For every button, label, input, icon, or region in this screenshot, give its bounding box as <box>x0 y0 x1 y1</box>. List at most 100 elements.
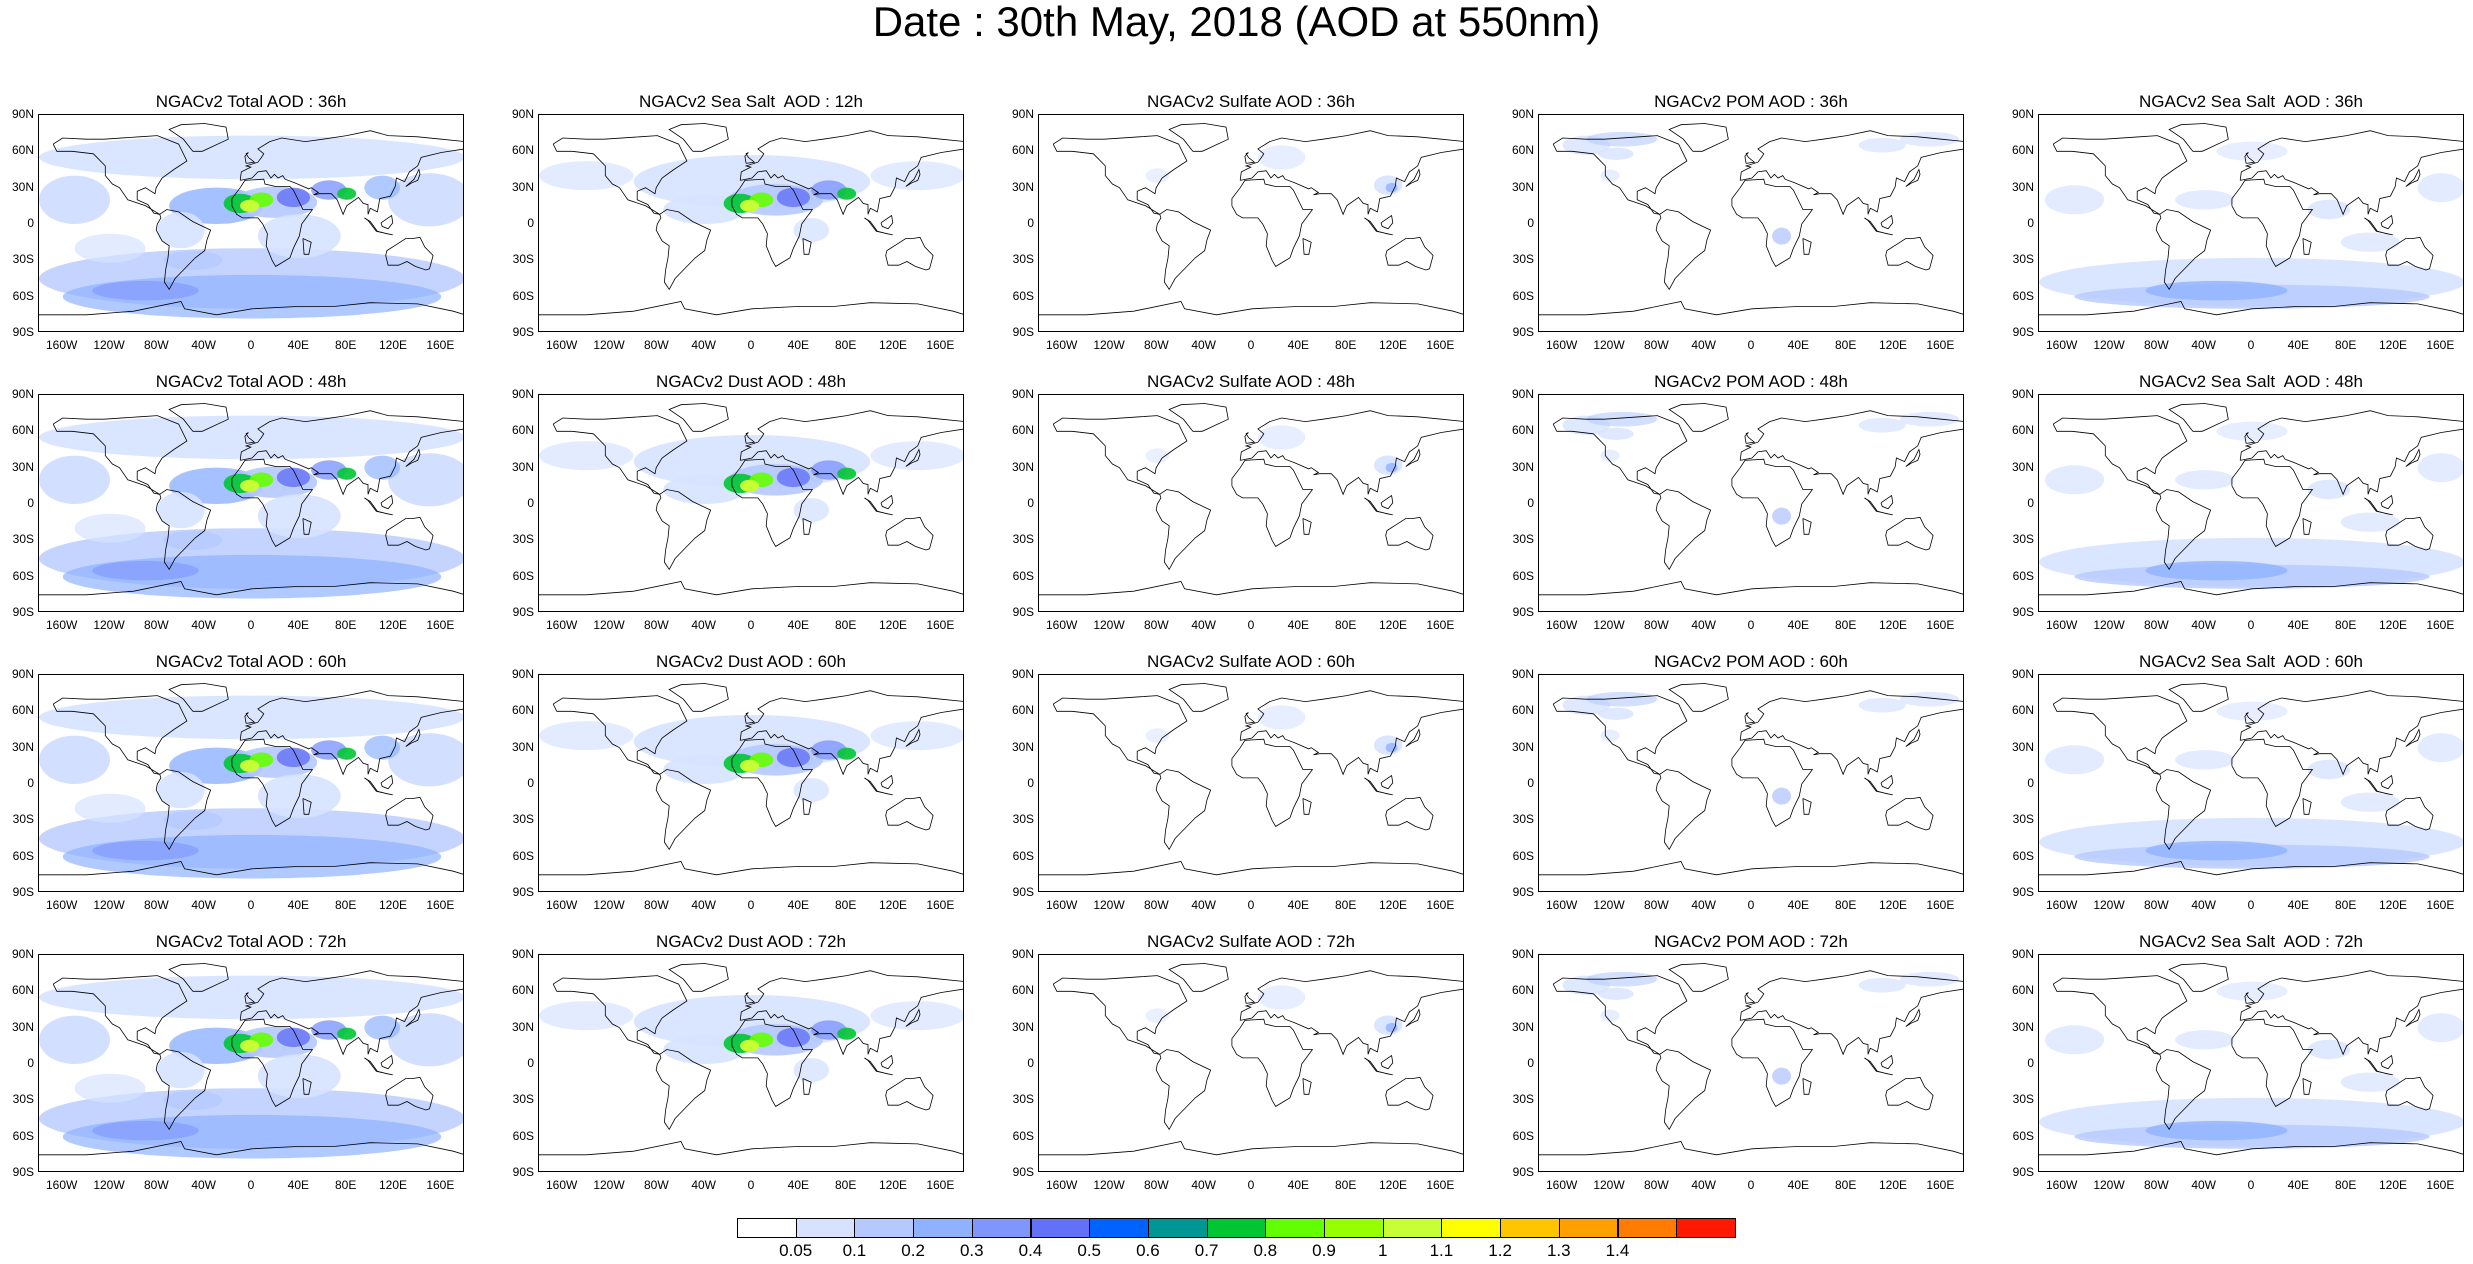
aod-plume <box>1600 169 1620 182</box>
world-map <box>538 394 964 612</box>
lat-tick-label: 60S <box>1012 568 1034 583</box>
coastline <box>1731 738 1814 827</box>
colorbar-swatch <box>1265 1218 1325 1238</box>
lat-tick-label: 90S <box>2012 885 2034 899</box>
aod-field <box>39 963 463 1159</box>
lon-tick-label: 120W <box>2093 1178 2125 1192</box>
coastline <box>39 861 463 876</box>
coastline <box>668 683 729 712</box>
aod-plume <box>337 1027 357 1040</box>
lat-tick-label: 60S <box>512 288 534 303</box>
coastline <box>552 975 688 1055</box>
aod-plume <box>364 735 401 760</box>
lat-tick-label: 30N <box>511 179 534 194</box>
coastline <box>2364 497 2393 516</box>
coastline <box>1731 178 1814 267</box>
colorbar-swatch <box>1089 1218 1149 1238</box>
aod-plume <box>2307 199 2351 220</box>
coastline <box>2168 403 2229 432</box>
coastline <box>2039 301 2463 316</box>
lon-tick-label: 0 <box>1247 618 1255 632</box>
lon-tick-label: 160E <box>2426 618 2455 632</box>
aod-plume <box>2175 470 2235 490</box>
coastline <box>655 769 712 851</box>
coastline <box>1052 975 1188 1055</box>
lon-tick-label: 120W <box>1593 618 1625 632</box>
lon-tick-label: 80E <box>1834 1178 1857 1192</box>
lat-tick-label: 90N <box>1011 107 1034 121</box>
aod-plume <box>240 199 260 212</box>
coastline <box>802 798 812 815</box>
aod-plume <box>1586 411 1658 427</box>
coastline <box>385 516 434 551</box>
coastline <box>1539 1141 1963 1156</box>
coastline <box>1168 963 1229 992</box>
coastline <box>1668 123 1729 152</box>
aod-field <box>539 123 963 316</box>
lon-tick-label: 40W <box>691 338 716 352</box>
aod-plume <box>2307 1039 2351 1060</box>
aod-plume <box>2307 479 2351 500</box>
lon-tick-label: 80W <box>643 618 669 632</box>
aod-plume <box>740 1039 760 1052</box>
lon-tick-label: 160W <box>1545 898 1578 912</box>
coastline <box>731 458 814 547</box>
lat-tick-label: 30N <box>2011 739 2034 754</box>
coastline <box>231 738 314 827</box>
coastline <box>239 690 463 776</box>
lat-tick-label: 30N <box>2011 179 2034 194</box>
lat-tick-label: 30N <box>1011 1019 1034 1034</box>
lon-tick-label: 40E <box>1287 1178 1309 1192</box>
coastline <box>1052 695 1188 775</box>
world-map <box>2038 674 2464 892</box>
colorbar-label: 0.3 <box>959 1241 984 1260</box>
aod-field <box>2039 683 2463 876</box>
aod-field <box>1039 403 1463 596</box>
lon-tick-label: 160E <box>1926 618 1955 632</box>
coastline <box>1302 798 1312 815</box>
coastlines <box>1039 963 1463 1156</box>
lat-tick-label: 90N <box>11 947 34 961</box>
aod-plume <box>1385 742 1398 753</box>
coastline <box>1655 489 1712 571</box>
coastline <box>1731 458 1814 547</box>
aod-field <box>39 403 463 599</box>
lon-tick-label: 80W <box>1643 898 1669 912</box>
map-panel: NGACv2 Dust AOD : 48h 90N 60N 30N 0 30S 60S 90S… <box>500 372 1000 652</box>
lat-tick-label: 30S <box>12 532 34 547</box>
lon-tick-label: 80W <box>643 898 669 912</box>
coastline <box>239 410 463 496</box>
coastline <box>1880 774 1894 790</box>
coastline <box>1231 738 1314 827</box>
lat-tick-label: 90S <box>1012 1165 1034 1179</box>
colorbar-label: 1.2 <box>1488 1241 1512 1260</box>
aod-plume <box>2216 701 2288 721</box>
aod-plume <box>92 560 199 581</box>
lat-tick-label: 0 <box>527 496 534 510</box>
aod-plume <box>388 453 463 507</box>
lon-tick-label: 40E <box>1787 898 1809 912</box>
lon-tick-label: 120W <box>1593 338 1625 352</box>
coastline <box>744 432 756 444</box>
colorbar-label: 0.7 <box>1194 1241 1219 1260</box>
colorbar-swatch <box>1500 1218 1560 1238</box>
lat-tick-label: 30S <box>1012 812 1034 827</box>
aod-plume <box>2145 1120 2288 1141</box>
coastline <box>155 1049 212 1131</box>
lon-tick-label: 80W <box>143 338 169 352</box>
aod-plume <box>2145 840 2288 861</box>
coastline <box>2302 1078 2312 1095</box>
coastline <box>1385 236 1434 271</box>
coastline <box>668 123 729 152</box>
world-map <box>538 674 964 892</box>
aod-plume <box>837 747 857 760</box>
aod-plume <box>1145 168 1170 183</box>
lat-tick-label: 0 <box>2027 216 2034 230</box>
aod-field <box>2039 403 2463 596</box>
aod-plume <box>1257 145 1306 170</box>
aod-plume <box>2307 759 2351 780</box>
lon-tick-label: 0 <box>747 618 755 632</box>
lat-tick-label: 60N <box>511 983 534 998</box>
lat-tick-label: 90N <box>2011 947 2034 961</box>
aod-plume <box>74 1073 146 1103</box>
